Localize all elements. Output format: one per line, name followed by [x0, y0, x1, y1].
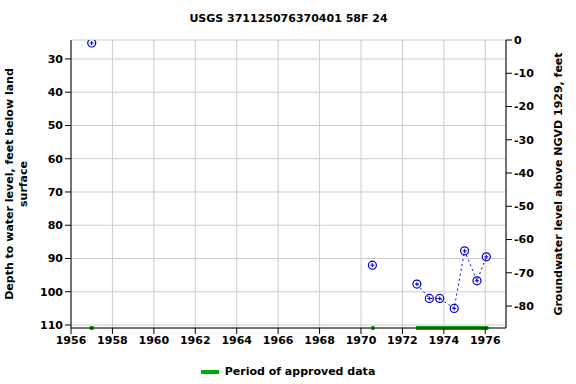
- svg-text:30: 30: [48, 53, 64, 66]
- svg-text:1964: 1964: [221, 334, 252, 347]
- svg-text:1968: 1968: [304, 334, 335, 347]
- svg-text:90: 90: [48, 252, 64, 265]
- svg-text:1966: 1966: [263, 334, 294, 347]
- html-text:USGS 371125076370401 58F 24: USGS 371125076370401 58F 24: [189, 12, 388, 25]
- svg-text:110: 110: [40, 319, 63, 332]
- svg-text:0: 0: [514, 34, 522, 47]
- svg-text:40: 40: [48, 86, 64, 99]
- svg-text:100: 100: [40, 286, 63, 299]
- svg-text:-50: -50: [514, 200, 534, 213]
- svg-text:-10: -10: [514, 67, 534, 80]
- html-text:Depth to water level, feet bel: Depth to water level, feet below land su…: [3, 68, 30, 300]
- svg-text:70: 70: [48, 186, 64, 199]
- svg-text:80: 80: [48, 219, 64, 232]
- svg-text:-60: -60: [514, 233, 534, 246]
- svg-text:50: 50: [48, 119, 64, 132]
- svg-text:-80: -80: [514, 300, 534, 313]
- svg-text:-20: -20: [514, 100, 534, 113]
- html-text:Period of approved data: Period of approved data: [224, 365, 376, 378]
- svg-text:1960: 1960: [139, 334, 170, 347]
- svg-text:1972: 1972: [387, 334, 418, 347]
- svg-text:-70: -70: [514, 267, 534, 280]
- html-text:Groundwater level above NGVD 1: Groundwater level above NGVD 1929, feet: [552, 52, 565, 316]
- svg-text:1958: 1958: [97, 334, 128, 347]
- svg-text:1974: 1974: [429, 334, 460, 347]
- svg-text:-30: -30: [514, 134, 534, 147]
- svg-text:1976: 1976: [470, 334, 501, 347]
- svg-text:1956: 1956: [56, 334, 87, 347]
- svg-text:-40: -40: [514, 167, 534, 180]
- svg-text:1962: 1962: [180, 334, 211, 347]
- svg-text:1970: 1970: [346, 334, 377, 347]
- svg-text:60: 60: [48, 153, 64, 166]
